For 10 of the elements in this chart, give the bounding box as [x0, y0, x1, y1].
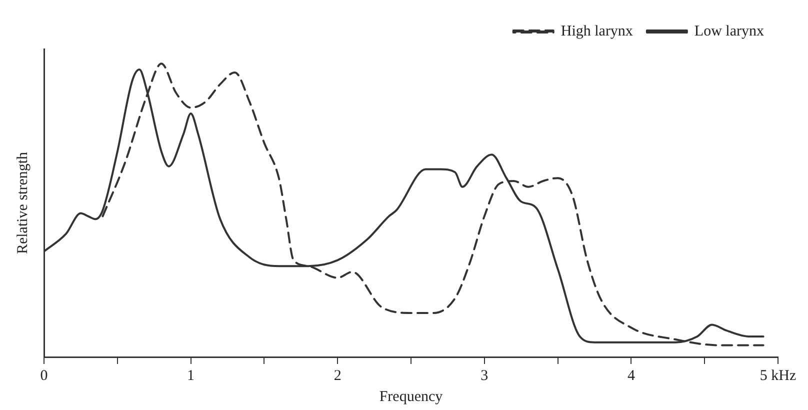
x-tick-label: 2	[334, 368, 342, 384]
x-tick-label: 1	[187, 368, 195, 384]
x-tick-label: 4	[627, 368, 636, 384]
x-tick-label: 5 kHz	[760, 368, 796, 384]
legend-label: High larynx	[560, 23, 634, 40]
x-axis-title: Frequency	[379, 388, 444, 405]
x-tick-label: 0	[40, 368, 48, 384]
x-tick-label: 3	[480, 368, 488, 384]
y-axis-title: Relative strength	[14, 151, 31, 254]
legend-label: Low larynx	[694, 23, 764, 40]
